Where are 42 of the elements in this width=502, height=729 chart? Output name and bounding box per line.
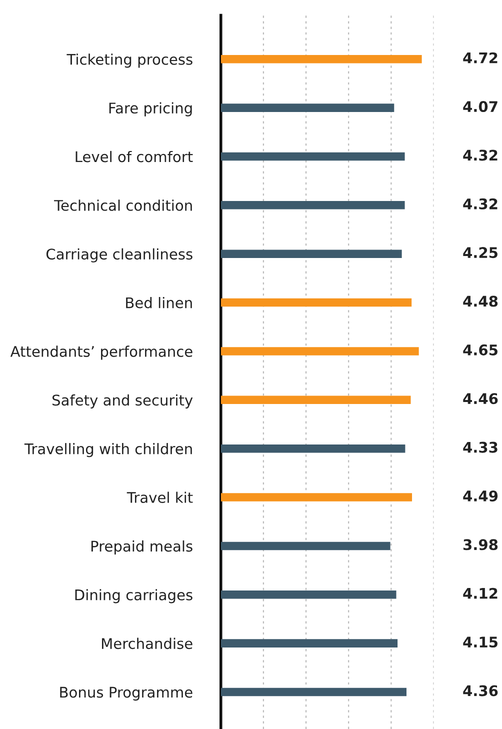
y-tick-label: Technical condition xyxy=(54,200,192,211)
bar xyxy=(220,347,419,356)
bar xyxy=(220,542,390,550)
bar xyxy=(220,104,394,112)
data-label: 4.33 xyxy=(463,442,498,453)
bar xyxy=(220,688,406,696)
y-tick-label: Bed linen xyxy=(126,296,192,308)
y-tick-label: Dining carriages xyxy=(75,589,192,604)
data-label: 4.48 xyxy=(463,296,498,307)
y-tick-label: Attendants’ performance xyxy=(10,346,192,360)
data-label: 4.25 xyxy=(463,247,498,258)
data-label: 4.65 xyxy=(463,344,498,356)
bar xyxy=(220,298,412,307)
data-label: 3.98 xyxy=(463,539,498,550)
bar xyxy=(220,54,422,64)
y-tick-label: Bonus Programme xyxy=(60,686,192,701)
bar xyxy=(220,250,402,258)
bar xyxy=(220,590,396,599)
y-tick-label: Travel kit xyxy=(126,492,193,504)
data-label: 4.07 xyxy=(463,101,498,112)
data-label: 4.32 xyxy=(463,150,498,161)
y-tick-label: Merchandise xyxy=(102,638,192,650)
data-label: 4.12 xyxy=(463,588,498,599)
y-tick-label: Fare pricing xyxy=(109,102,192,116)
data-label: 4.46 xyxy=(463,393,498,404)
y-tick-label: Prepaid meals xyxy=(91,540,192,555)
bar xyxy=(220,152,405,161)
y-tick-label: Safety and security xyxy=(52,394,193,408)
bar xyxy=(220,493,412,502)
data-label: 4.36 xyxy=(463,685,498,696)
data-label: 4.15 xyxy=(463,636,498,648)
bar xyxy=(220,444,406,453)
bar xyxy=(220,201,405,210)
y-tick-label: Ticketing process xyxy=(66,54,192,68)
bar xyxy=(220,639,398,648)
bar xyxy=(220,396,411,404)
y-tick-label: Travelling with children xyxy=(24,443,192,458)
data-label: 4.32 xyxy=(463,198,498,210)
data-label: 4.49 xyxy=(463,490,498,502)
y-tick-label: Level of comfort xyxy=(76,150,193,162)
y-tick-label: Carriage cleanliness xyxy=(46,248,192,262)
data-label: 4.72 xyxy=(463,52,498,64)
